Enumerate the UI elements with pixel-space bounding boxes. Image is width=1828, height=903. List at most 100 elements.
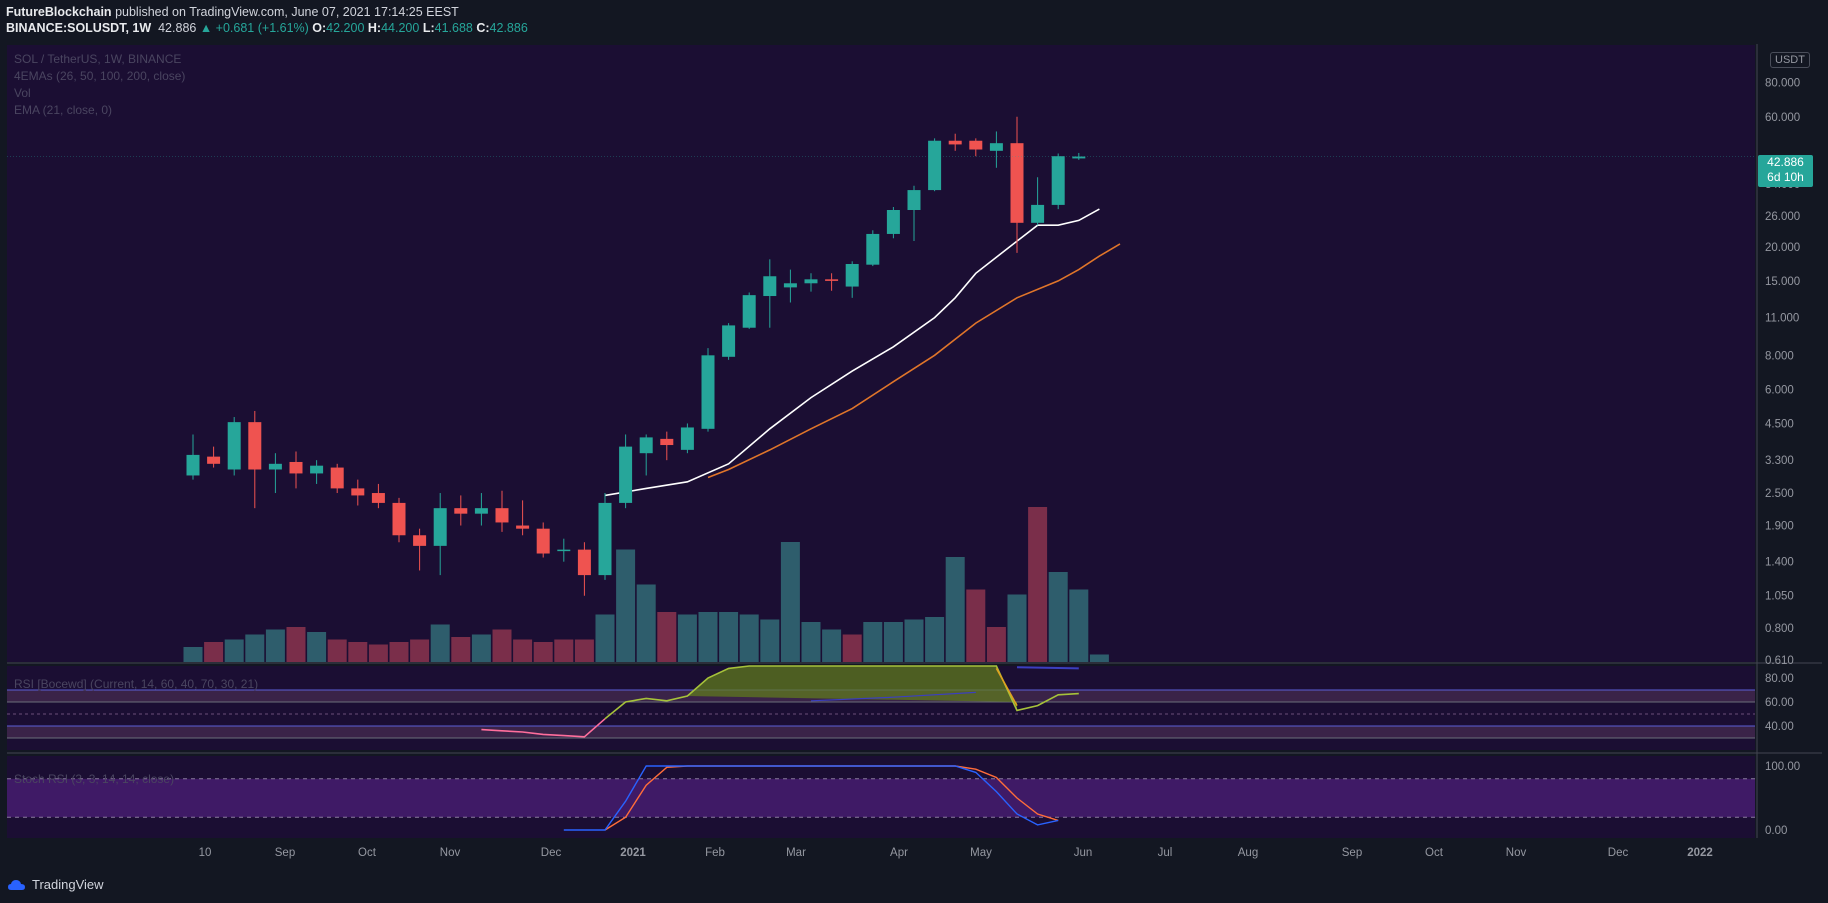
rsi-drop-line — [995, 668, 1018, 706]
time-tick-label: Oct — [1425, 847, 1444, 859]
volume-bar — [677, 614, 697, 662]
candle-body — [907, 190, 921, 210]
price-tick-label: 0.610 — [1765, 655, 1794, 667]
candle-body — [1072, 156, 1086, 159]
candle-body — [763, 276, 777, 297]
volume-bar — [1028, 507, 1048, 662]
price-tick-label: 80.000 — [1765, 78, 1800, 90]
rsi-tick-label: 60.00 — [1765, 697, 1794, 709]
rsi-lower-band — [7, 726, 1755, 738]
candle-body — [392, 502, 406, 536]
volume-bar — [595, 614, 615, 662]
time-tick-label: Feb — [705, 847, 725, 859]
candle-body — [639, 437, 653, 454]
candle-body — [351, 488, 365, 496]
volume-bar — [286, 627, 306, 662]
time-tick-label: May — [970, 847, 992, 859]
volume-bar — [183, 647, 203, 662]
candle-body — [619, 446, 633, 503]
candle-body — [1010, 143, 1024, 223]
volume-bar — [925, 617, 945, 662]
price-tick-label: 6.000 — [1765, 384, 1794, 396]
price-tick-label: 1.050 — [1765, 591, 1794, 603]
candle-body — [577, 549, 591, 576]
time-tick-label: Dec — [541, 847, 562, 859]
price-tick-label: 20.000 — [1765, 242, 1800, 254]
stoch-k-line — [563, 765, 1059, 831]
volume-bar — [348, 642, 368, 662]
candle-body — [598, 502, 612, 576]
price-tick-label: 1.900 — [1765, 521, 1794, 533]
price-change: ▲ +0.681 (+1.61%) — [199, 21, 309, 35]
volume-bar — [1048, 572, 1068, 662]
candle-body — [268, 463, 282, 470]
volume-bar — [389, 642, 409, 662]
tradingview-logo[interactable]: TradingView — [8, 877, 104, 892]
time-tick-label: Nov — [1506, 847, 1527, 859]
candle-body — [928, 140, 942, 191]
time-tick-label: Dec — [1608, 847, 1629, 859]
volume-bar — [616, 549, 636, 662]
chart-area[interactable]: 0.610 0.800 1.050 1.400 1.900 2.500 3.300 4.500… — [0, 0, 1828, 870]
price-tick-label: 2.500 — [1765, 488, 1794, 500]
candle-body — [413, 535, 427, 546]
volume-bar — [863, 622, 883, 662]
price-tick-label: 60.000 — [1765, 112, 1800, 124]
candle-body — [845, 264, 859, 287]
author-name[interactable]: FutureBlockchain — [6, 5, 112, 19]
ema-orange-line — [707, 243, 1121, 479]
footer — [0, 870, 1828, 903]
volume-bar — [986, 627, 1006, 662]
time-tick-label: Sep — [275, 847, 295, 859]
volume-bar — [513, 639, 533, 662]
price-tick-label: 15.000 — [1765, 276, 1800, 288]
candle-body — [660, 438, 674, 446]
volume-bar — [760, 619, 780, 662]
candle-body — [516, 525, 530, 529]
candle-body — [474, 508, 488, 514]
candle-body — [866, 233, 880, 265]
ema-white-line — [604, 208, 1100, 497]
time-tick-label: 2021 — [620, 847, 646, 859]
time-tick-label: Oct — [358, 847, 377, 859]
candle-body — [310, 465, 324, 474]
time-tick-label: Sep — [1342, 847, 1362, 859]
published-text: published on TradingView.com, June 07, 2… — [115, 5, 459, 19]
volume-bar — [1069, 589, 1089, 662]
volume-bar — [410, 639, 430, 662]
volume-bar — [265, 629, 285, 662]
candle-body — [227, 422, 241, 470]
candle-body — [207, 456, 221, 464]
candle-body — [989, 143, 1003, 151]
time-tick-label: Mar — [786, 847, 806, 859]
currency-button[interactable]: USDT — [1770, 52, 1810, 68]
legend-volume: Vol — [14, 86, 31, 100]
low-value: 41.688 — [434, 21, 473, 35]
price-tick-label: 3.300 — [1765, 455, 1794, 467]
tradingview-cloud-icon — [8, 879, 25, 890]
volume-bar — [451, 637, 471, 662]
candle-body — [1031, 204, 1045, 223]
time-tick-label: Apr — [890, 847, 908, 859]
last-price-tag: 42.886 6d 10h — [1758, 155, 1813, 187]
volume-bar — [719, 612, 739, 662]
volume-bar — [574, 639, 594, 662]
candle-body — [289, 461, 303, 474]
time-tick-label: Jul — [1158, 847, 1173, 859]
candle-body — [330, 467, 344, 489]
rsi-line-oversold — [481, 718, 606, 738]
volume-bar — [307, 632, 327, 662]
volume-bar — [471, 634, 491, 662]
time-tick-label: Nov — [440, 847, 461, 859]
time-tick-label: Jun — [1074, 847, 1093, 859]
volume-bar — [245, 634, 265, 662]
stoch-band — [7, 778, 1755, 818]
legend-ema21: EMA (21, close, 0) — [14, 103, 113, 117]
stoch-tick-label: 100.00 — [1765, 761, 1800, 773]
legend-symbol: SOL / TetherUS, 1W, BINANCE — [14, 52, 182, 66]
volume-bar — [204, 642, 224, 662]
volume-bar — [945, 557, 965, 662]
symbol-label: BINANCE:SOLUSDT, 1W — [6, 21, 152, 35]
volume-bar — [636, 584, 656, 662]
volume-bar — [698, 612, 718, 662]
